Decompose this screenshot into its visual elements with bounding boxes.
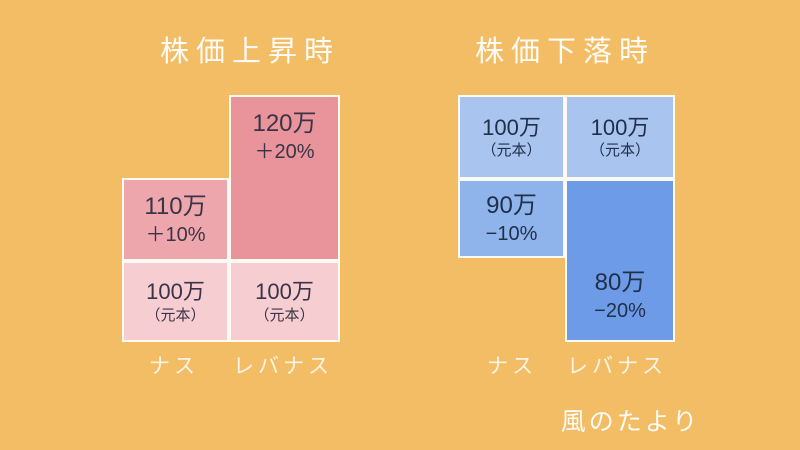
fall-leva-loss-value: 80万 — [594, 269, 646, 296]
rise-nasu-base-value: 100万 — [146, 279, 205, 304]
fall-leva-base-note: （元本） — [589, 142, 650, 159]
fall-title: 株価下落時 — [474, 36, 655, 68]
fall-nasu-loss-value: 90万 — [486, 191, 537, 219]
rise-nasu-gain-change: ＋10% — [145, 223, 206, 246]
rise-nasu-base-block: 100万 （元本） — [122, 261, 229, 342]
rise-leva-gain-change: ＋20% — [254, 141, 315, 163]
rise-leva-gain-value: 120万 — [252, 110, 317, 137]
rise-axis-label-leva: レバナス — [233, 355, 333, 378]
rise-leva-gain-block: 120万 ＋20% — [229, 95, 340, 261]
rise-leva-base-value: 100万 — [255, 279, 314, 304]
fall-leva-loss-change: −20% — [594, 300, 646, 322]
fall-nasu-base-block: 100万 （元本） — [458, 95, 565, 179]
rise-nasu-gain-block: 110万 ＋10% — [122, 178, 229, 261]
rise-leva-base-block: 100万 （元本） — [229, 261, 340, 342]
fall-leva-loss-block: 80万 −20% — [565, 179, 675, 342]
rise-nasu-base-note: （元本） — [145, 306, 206, 324]
fall-nasu-loss-change: −10% — [485, 222, 538, 245]
fall-nasu-base-note: （元本） — [481, 142, 542, 159]
fall-axis-label-leva: レバナス — [567, 355, 667, 378]
watermark-signature: 風のたより — [560, 408, 701, 436]
fall-nasu-base-value: 100万 — [482, 114, 541, 140]
rise-axis-label-nasu: ナス — [149, 355, 199, 378]
fall-nasu-loss-block: 90万 −10% — [458, 179, 565, 258]
fall-leva-base-value: 100万 — [590, 114, 650, 140]
rise-nasu-gain-value: 110万 — [144, 192, 207, 220]
rise-leva-base-note: （元本） — [254, 306, 315, 324]
rise-title: 株価上昇時 — [159, 36, 340, 68]
fall-leva-base-block: 100万 （元本） — [565, 95, 675, 179]
fall-axis-label-nasu: ナス — [487, 355, 537, 378]
